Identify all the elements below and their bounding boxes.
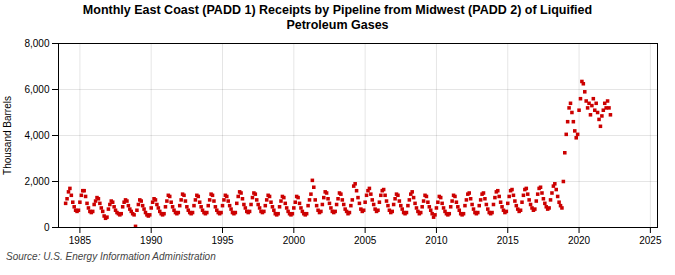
svg-text:6,000: 6,000	[24, 84, 49, 95]
svg-text:2025: 2025	[639, 235, 662, 246]
svg-text:2015: 2015	[497, 235, 520, 246]
svg-text:2005: 2005	[354, 235, 377, 246]
svg-text:2020: 2020	[568, 235, 591, 246]
html-text:Source: U.S. Energy Informatio: Source: U.S. Energy Information Administ…	[6, 251, 216, 262]
svg-text:1990: 1990	[140, 235, 163, 246]
svg-text:0: 0	[44, 222, 50, 233]
svg-text:2000: 2000	[283, 235, 306, 246]
svg-text:8,000: 8,000	[24, 38, 49, 49]
svg-text:1995: 1995	[211, 235, 234, 246]
svg-text:1985: 1985	[69, 235, 92, 246]
svg-text:2010: 2010	[425, 235, 448, 246]
html-text:Monthly East Coast (PADD 1) Re: Monthly East Coast (PADD 1) Receipts by …	[82, 3, 593, 32]
svg-text:2,000: 2,000	[24, 176, 49, 187]
svg-text:4,000: 4,000	[24, 130, 49, 141]
svg-text:Thousand Barrels: Thousand Barrels	[2, 96, 13, 175]
